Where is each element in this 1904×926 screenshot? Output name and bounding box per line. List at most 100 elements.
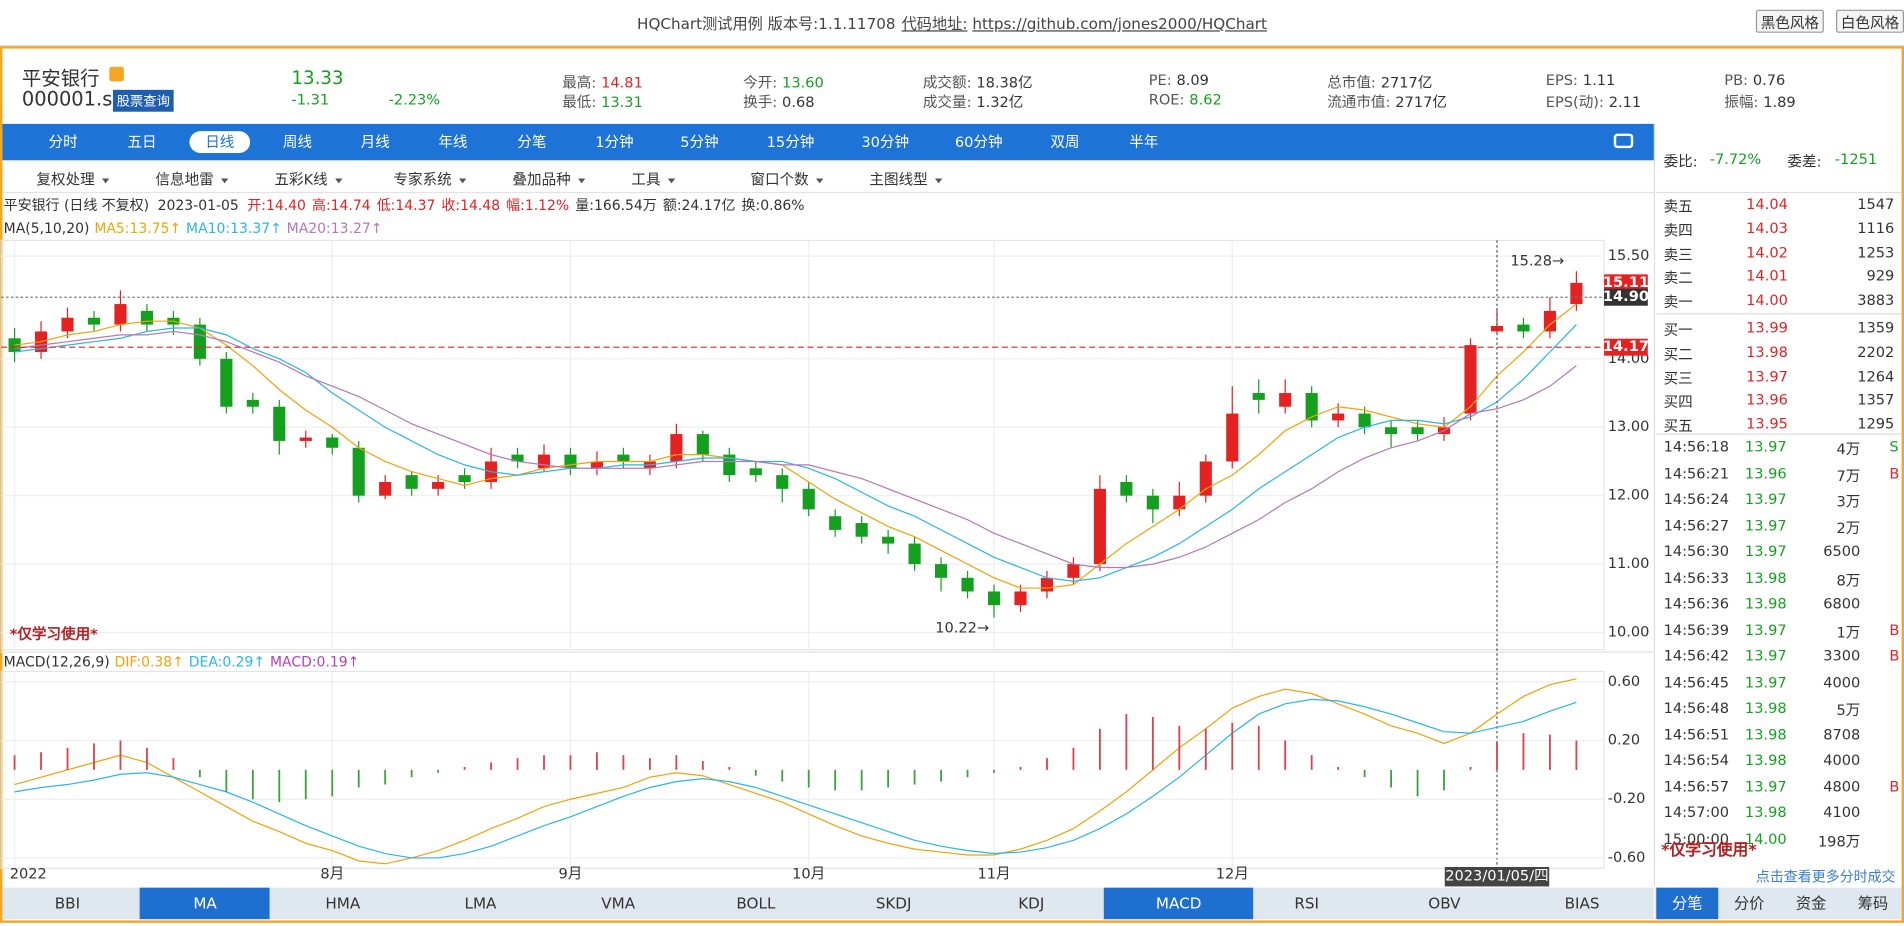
camera-icon[interactable] <box>1613 133 1634 149</box>
period-tab[interactable]: 30分钟 <box>861 133 910 151</box>
info-item: 2023-01-05 <box>157 196 239 214</box>
indicator-tab[interactable]: OBV <box>1428 893 1461 912</box>
period-tab[interactable]: 分时 <box>48 133 78 151</box>
x-tick-label: 11月 <box>977 865 1010 882</box>
candle-body <box>1199 461 1212 496</box>
quote-field: EPS: 1.11 <box>1546 72 1615 89</box>
period-tab[interactable]: 5分钟 <box>680 133 719 151</box>
field-value: 8.62 <box>1189 91 1222 109</box>
field-label: PE: <box>1148 71 1172 89</box>
book-level: 买五 <box>1663 417 1693 435</box>
book-level: 卖五 <box>1663 197 1693 215</box>
menu-item[interactable]: 五彩K线 <box>274 169 343 190</box>
period-tab[interactable]: 60分钟 <box>954 133 1003 151</box>
book-level: 买二 <box>1663 345 1693 363</box>
menu-item[interactable]: 主图线型 <box>869 169 943 190</box>
x-tick-label: 10月 <box>792 865 825 882</box>
book-volume: 2202 <box>1857 343 1895 361</box>
y-tick-label: 12.00 <box>1608 487 1650 504</box>
legend-item: MA10:13.37↑ <box>186 219 282 237</box>
price-tag-label: 15.11 <box>1603 274 1649 291</box>
indicator-tab[interactable]: BBI <box>54 893 81 912</box>
repo-link[interactable]: https://github.com/jones2000/HQChart <box>972 14 1267 33</box>
stock-icon <box>109 66 124 82</box>
period-tab[interactable]: 五日 <box>127 133 157 151</box>
trade-volume: 8万 <box>1836 571 1861 589</box>
right-tab[interactable]: 分笔 <box>1656 887 1719 920</box>
book-volume: 1295 <box>1857 415 1895 433</box>
indicator-tab[interactable]: SKDJ <box>875 893 912 912</box>
cursor-label: 2023/01/05/四 <box>1445 868 1548 885</box>
menu-caret <box>459 177 467 183</box>
trade-volume: 3300 <box>1823 647 1861 665</box>
period-tab[interactable]: 分笔 <box>517 133 547 151</box>
book-volume: 1253 <box>1857 243 1895 261</box>
trade-time: 14:56:54 <box>1663 751 1730 769</box>
trade-time: 15:00:00 <box>1663 829 1730 847</box>
search-button[interactable]: 股票查询 <box>112 89 174 112</box>
menu-label: 专家系统 <box>393 171 452 189</box>
style-button[interactable]: 白色风格 <box>1836 9 1904 33</box>
indicator-tab[interactable]: MACD <box>1104 887 1254 920</box>
y-tick-label: 15.50 <box>1608 247 1650 264</box>
trade-volume: 5万 <box>1836 701 1861 719</box>
trade-price: 13.98 <box>1744 699 1787 717</box>
candle-body <box>935 564 948 578</box>
trade-time: 14:56:42 <box>1663 647 1730 665</box>
indicator-tab[interactable]: HMA <box>325 893 361 912</box>
quote-field: PB: 0.76 <box>1724 72 1785 89</box>
indicator-tab[interactable]: MA <box>140 887 271 920</box>
menu-item[interactable]: 专家系统 <box>393 169 467 190</box>
candle-body <box>1358 413 1371 428</box>
price-tag <box>1604 274 1648 292</box>
trade-volume: 8708 <box>1823 725 1861 743</box>
more-trades-link[interactable]: 点击查看更多分时成交 <box>1755 868 1896 886</box>
field-label: ROE: <box>1148 91 1185 109</box>
period-tab[interactable]: 半年 <box>1129 133 1159 151</box>
period-tab[interactable]: 1分钟 <box>595 133 634 151</box>
menu-item[interactable]: 窗口个数 <box>750 169 824 190</box>
menu-item[interactable]: 工具 <box>631 169 676 190</box>
info-item: 平安银行 (日线 不复权) <box>3 196 150 214</box>
trade-volume: 6800 <box>1823 595 1861 613</box>
indicator-tab[interactable]: LMA <box>464 893 497 912</box>
trade-time: 14:56:39 <box>1663 621 1730 639</box>
indicator-tab[interactable]: VMA <box>601 893 636 912</box>
menu-item[interactable]: 信息地雷 <box>155 169 229 190</box>
period-tab[interactable]: 日线 <box>189 131 251 154</box>
indicator-tab[interactable]: BOLL <box>736 893 776 912</box>
x-tick-label: 2022 <box>10 865 47 882</box>
right-tab[interactable]: 资金 <box>1795 893 1827 912</box>
menu-item[interactable]: 叠加品种 <box>512 169 586 190</box>
period-tab[interactable]: 年线 <box>438 133 468 151</box>
menu-bar <box>2 160 1654 194</box>
period-tab[interactable]: 月线 <box>360 133 390 151</box>
quote-field: 成交量: 1.32亿 <box>923 91 1024 112</box>
candle-body <box>1120 481 1133 496</box>
menu-label: 工具 <box>631 171 661 189</box>
quote-field: 振幅: 1.89 <box>1724 91 1795 112</box>
indicator-tab[interactable]: KDJ <box>1018 893 1045 912</box>
trade-flag: B <box>1889 621 1900 639</box>
x-tick-label: 8月 <box>320 865 344 882</box>
period-tab[interactable]: 周线 <box>282 133 313 151</box>
indicator-tab[interactable]: RSI <box>1294 893 1320 912</box>
right-tab[interactable]: 分价 <box>1733 893 1765 912</box>
candle-body <box>1464 345 1477 414</box>
style-button[interactable]: 黑色风格 <box>1755 9 1824 33</box>
price-change: -1.31 <box>291 91 330 109</box>
indicator-bar <box>2 887 1654 920</box>
field-value: 1.89 <box>1763 93 1796 111</box>
menu-item[interactable]: 复权处理 <box>36 169 110 190</box>
period-tab[interactable]: 双周 <box>1050 133 1080 151</box>
legend-item: MA20:13.27↑ <box>286 219 383 237</box>
right-tab[interactable]: 筹码 <box>1857 893 1889 912</box>
ma-legend: MA(5,10,20) MA5:13.75↑ MA10:13.37↑ MA20:13.… <box>4 220 383 237</box>
candle-body <box>1093 488 1106 565</box>
macd-line <box>14 678 1577 865</box>
period-tab[interactable]: 15分钟 <box>766 133 815 151</box>
candle-body <box>1146 495 1159 510</box>
trade-flag: B <box>1889 777 1900 795</box>
indicator-tab[interactable]: BIAS <box>1564 893 1600 912</box>
stock-code: 000001.sz <box>21 87 123 111</box>
